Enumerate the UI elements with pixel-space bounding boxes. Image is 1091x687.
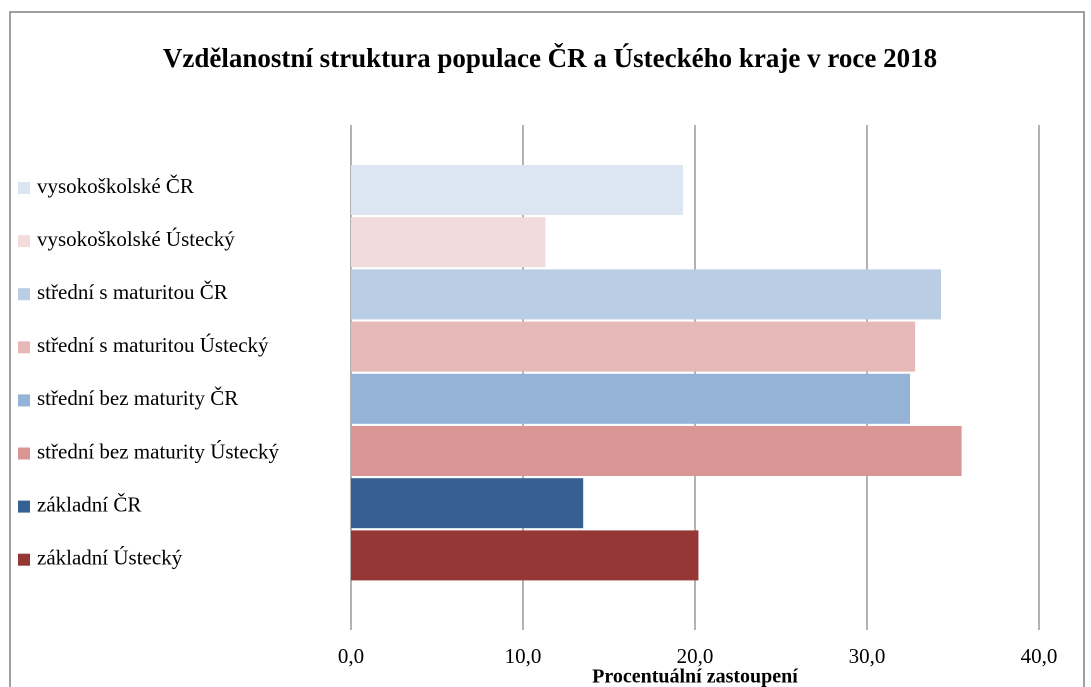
x-axis-title: Procentuální zastoupení bbox=[592, 666, 798, 687]
legend-label: vysokoškolské ČR bbox=[37, 174, 194, 198]
legend-swatch bbox=[18, 447, 30, 460]
bar bbox=[351, 217, 546, 268]
legend-swatch bbox=[18, 394, 30, 407]
bar bbox=[351, 373, 910, 424]
bar bbox=[351, 321, 916, 372]
legend-label: základní ČR bbox=[37, 492, 141, 516]
legend-label: vysokoškolské Ústecký bbox=[37, 227, 235, 251]
chart-border bbox=[9, 11, 1085, 687]
bar bbox=[351, 269, 941, 320]
legend-swatch bbox=[18, 182, 30, 194]
bar bbox=[351, 165, 683, 215]
bar bbox=[351, 478, 584, 529]
legend-label: střední bez maturity ČR bbox=[37, 386, 238, 410]
legend-label: střední bez maturity Ústecký bbox=[37, 439, 280, 463]
legend-label: střední s maturitou Ústecký bbox=[37, 333, 269, 357]
x-tick-label: 0,0 bbox=[338, 644, 364, 668]
legend-label: střední s maturitou ČR bbox=[37, 280, 228, 304]
bar bbox=[351, 530, 699, 581]
x-tick-label: 30,0 bbox=[849, 644, 886, 668]
x-tick-label: 40,0 bbox=[1021, 644, 1058, 668]
x-tick-label: 20,0 bbox=[677, 644, 714, 668]
bar bbox=[351, 426, 962, 476]
legend-swatch bbox=[18, 288, 30, 301]
legend-swatch bbox=[18, 500, 30, 513]
legend-label: základní Ústecký bbox=[37, 546, 183, 570]
chart-title: Vzdělanostní struktura populace ČR a Úst… bbox=[162, 43, 938, 73]
x-tick-label: 10,0 bbox=[505, 644, 542, 668]
legend-swatch bbox=[18, 553, 30, 566]
legend-swatch bbox=[18, 235, 30, 248]
legend-swatch bbox=[18, 341, 30, 354]
